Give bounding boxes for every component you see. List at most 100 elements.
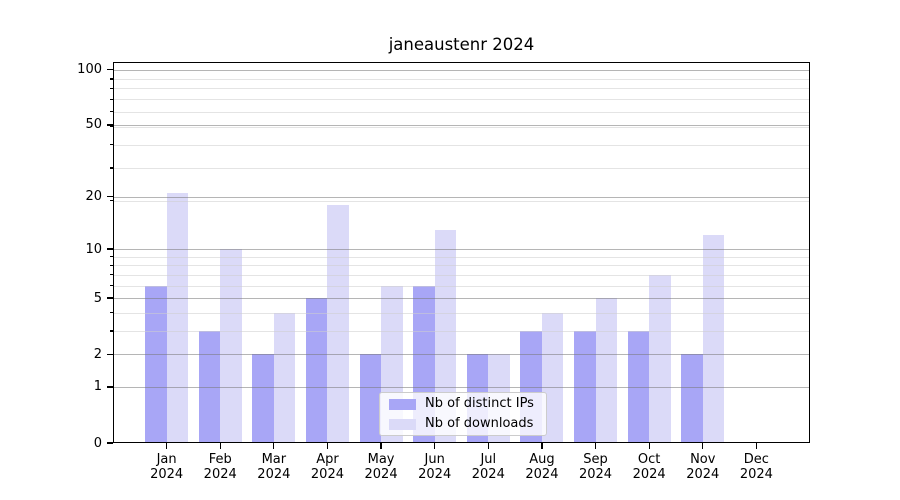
x-tick-label-may: May 2024 bbox=[364, 452, 398, 482]
bar-downloads-feb bbox=[220, 249, 242, 443]
x-tick-label-nov: Nov 2024 bbox=[686, 452, 720, 482]
y-tick-label-2: 2 bbox=[93, 346, 102, 362]
y-tick-100 bbox=[107, 69, 113, 71]
legend-row-downloads: Nb of downloads bbox=[389, 416, 537, 432]
bar-distinct-ips-may bbox=[359, 354, 382, 443]
x-tick-nov bbox=[702, 443, 704, 449]
x-tick-may bbox=[380, 443, 382, 449]
y-minor-tick-3 bbox=[109, 330, 113, 332]
plot-area bbox=[113, 62, 810, 443]
x-tick-feb bbox=[219, 443, 221, 449]
minor-gridline-7 bbox=[113, 274, 810, 276]
legend-label-downloads: Nb of downloads bbox=[425, 416, 534, 431]
y-tick-label-100: 100 bbox=[77, 62, 102, 78]
x-tick-label-dec: Dec 2024 bbox=[739, 452, 773, 482]
y-minor-tick-49 bbox=[109, 126, 113, 128]
minor-gridline-49 bbox=[113, 126, 810, 128]
x-tick-jun bbox=[434, 443, 436, 449]
minor-gridline-9 bbox=[113, 256, 810, 258]
bar-downloads-apr bbox=[327, 204, 349, 443]
x-tick-label-apr: Apr 2024 bbox=[310, 452, 344, 482]
major-gridline-20 bbox=[113, 196, 810, 198]
y-minor-tick-79 bbox=[109, 87, 113, 90]
x-tick-aug bbox=[541, 443, 543, 449]
y-tick-label-50: 50 bbox=[85, 117, 102, 133]
legend-row-ips: Nb of distinct IPs bbox=[389, 396, 537, 412]
y-minor-tick-7 bbox=[109, 274, 113, 276]
major-gridline-50 bbox=[113, 124, 810, 126]
legend-swatch-distinct-ips bbox=[389, 398, 416, 410]
x-tick-mar bbox=[273, 443, 275, 449]
bar-distinct-ips-apr bbox=[305, 298, 328, 443]
bar-distinct-ips-mar bbox=[252, 354, 274, 443]
x-tick-sep bbox=[594, 443, 597, 449]
major-gridline-2 bbox=[113, 354, 810, 356]
x-tick-apr bbox=[326, 443, 329, 449]
major-gridline-5 bbox=[113, 298, 810, 300]
minor-gridline-69 bbox=[113, 99, 810, 101]
bar-distinct-ips-sep bbox=[574, 330, 596, 443]
bar-distinct-ips-jan bbox=[145, 285, 167, 443]
minor-gridline-19 bbox=[113, 200, 810, 202]
y-minor-tick-9 bbox=[109, 256, 113, 258]
y-minor-tick-29 bbox=[109, 167, 113, 169]
y-tick-50 bbox=[107, 124, 113, 126]
x-tick-jul bbox=[487, 443, 489, 449]
x-tick-label-jul: Jul 2024 bbox=[471, 452, 505, 482]
minor-gridline-8 bbox=[113, 265, 810, 267]
x-tick-jan bbox=[166, 443, 168, 449]
minor-gridline-3 bbox=[113, 330, 810, 332]
bar-downloads-oct bbox=[649, 274, 671, 443]
major-gridline-1 bbox=[113, 386, 810, 388]
minor-gridline-79 bbox=[113, 88, 810, 90]
y-minor-tick-6 bbox=[109, 285, 113, 287]
minor-gridline-4 bbox=[113, 312, 810, 314]
x-tick-label-oct: Oct 2024 bbox=[632, 452, 666, 482]
x-tick-label-mar: Mar 2024 bbox=[257, 452, 291, 482]
y-minor-tick-69 bbox=[109, 98, 113, 100]
x-tick-label-sep: Sep 2024 bbox=[578, 452, 613, 482]
x-tick-label-feb: Feb 2024 bbox=[203, 452, 237, 482]
y-minor-tick-8 bbox=[109, 264, 113, 266]
y-minor-tick-89 bbox=[109, 78, 113, 80]
y-tick-label-0: 0 bbox=[93, 435, 102, 451]
y-tick-label-10: 10 bbox=[85, 241, 102, 257]
legend: Nb of distinct IPs Nb of downloads bbox=[379, 392, 547, 436]
bar-downloads-nov bbox=[702, 235, 725, 443]
x-tick-oct bbox=[648, 443, 650, 449]
minor-gridline-89 bbox=[113, 78, 810, 80]
bar-downloads-aug bbox=[541, 312, 564, 443]
y-tick-label-20: 20 bbox=[85, 189, 102, 205]
minor-gridline-29 bbox=[113, 167, 810, 169]
minor-gridline-39 bbox=[113, 144, 810, 146]
minor-gridline-59 bbox=[113, 111, 810, 113]
bar-distinct-ips-oct bbox=[627, 330, 650, 443]
x-tick-label-aug: Aug 2024 bbox=[525, 452, 559, 482]
y-minor-tick-19 bbox=[109, 200, 113, 202]
legend-label-distinct-ips: Nb of distinct IPs bbox=[425, 396, 534, 411]
y-minor-tick-39 bbox=[109, 144, 113, 146]
y-tick-1 bbox=[107, 386, 113, 388]
legend-swatch-downloads bbox=[389, 418, 416, 430]
y-tick-0 bbox=[107, 442, 113, 444]
major-gridline-100 bbox=[113, 69, 810, 71]
y-tick-label-1: 1 bbox=[93, 379, 102, 395]
y-tick-label-5: 5 bbox=[93, 290, 102, 306]
bar-downloads-jan bbox=[166, 192, 189, 443]
minor-gridline-6 bbox=[113, 285, 810, 287]
x-tick-label-jan: Jan 2024 bbox=[150, 452, 184, 482]
y-tick-2 bbox=[107, 353, 113, 355]
major-gridline-10 bbox=[113, 249, 810, 250]
y-tick-10 bbox=[107, 248, 113, 250]
x-tick-dec bbox=[755, 443, 757, 449]
bar-downloads-mar bbox=[273, 312, 296, 443]
y-minor-tick-59 bbox=[109, 111, 113, 113]
y-minor-tick-4 bbox=[109, 312, 113, 314]
bar-distinct-ips-feb bbox=[198, 330, 221, 443]
x-tick-label-jun: Jun 2024 bbox=[418, 452, 452, 482]
bar-downloads-jun bbox=[434, 229, 457, 443]
chart-title: janeaustenr 2024 bbox=[388, 35, 535, 54]
y-tick-5 bbox=[107, 297, 113, 299]
y-tick-20 bbox=[107, 196, 113, 198]
